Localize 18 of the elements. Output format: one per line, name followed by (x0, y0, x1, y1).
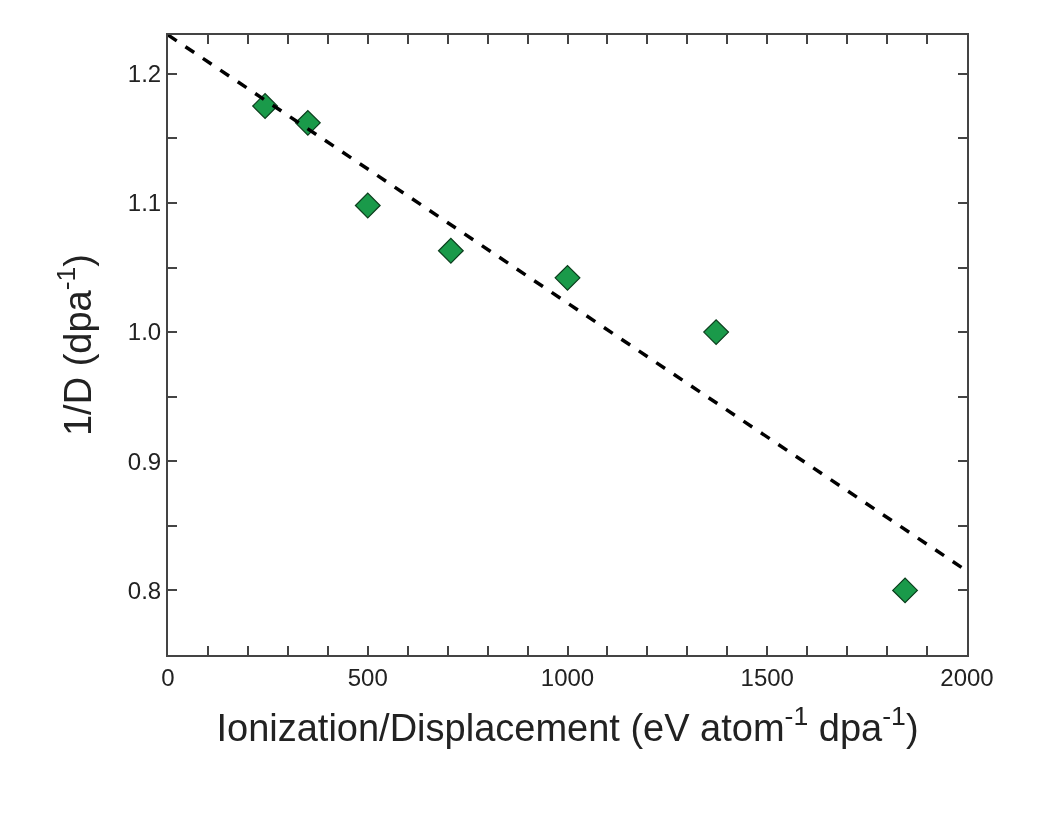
point (252, 93, 279, 119)
y-tick-label: 0.9 (127, 447, 162, 475)
y-tick-label: 1.0 (127, 318, 162, 346)
y-tick-label: 0.8 (127, 576, 162, 604)
x-tick-label: 500 (347, 663, 388, 691)
x-tick-label: 1000 (540, 663, 595, 691)
point (354, 192, 381, 219)
point (892, 577, 919, 604)
x-tick-label: 0 (161, 663, 175, 691)
x-tick-label: 2000 (940, 663, 994, 691)
point (554, 264, 581, 291)
y-tick-label: 1.2 (127, 60, 162, 88)
point (294, 109, 321, 136)
x-tick-label: 1500 (740, 663, 794, 691)
x-axis-title: Ionization/Displacement (eV atom$^{-1}$ dpa$^{-1}$) (216, 701, 919, 750)
point (703, 319, 730, 346)
point (437, 237, 464, 264)
y-tick-label: 1.1 (127, 189, 162, 217)
